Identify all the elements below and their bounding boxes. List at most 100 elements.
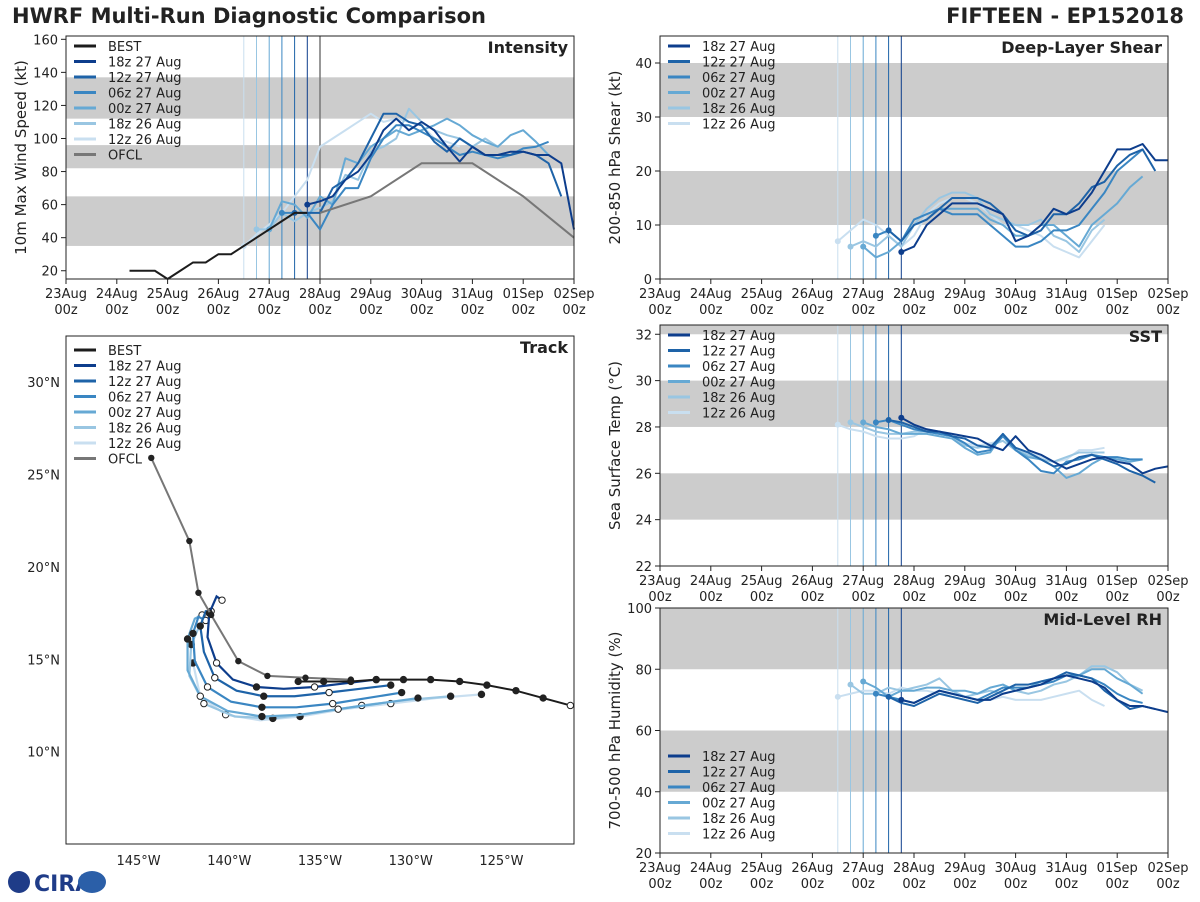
lat-tick-label: 10°N (27, 746, 60, 761)
y-tick-label: 80 (635, 663, 652, 678)
best-track-point (319, 677, 328, 686)
x-tick-label: 00z (750, 877, 774, 892)
series-start-point (885, 227, 892, 234)
intensity-chart: 2040608010012014016023Aug00z24Aug00z25Au… (12, 33, 595, 318)
x-tick-label: 01Sep (1097, 574, 1138, 589)
x-tick-label: 00z (461, 303, 485, 318)
y-tick-label: 140 (33, 66, 58, 81)
track-line-06z-27-aug (191, 615, 402, 709)
logo-emblem-icon (78, 871, 106, 893)
legend-label: 18z 27 Aug (108, 56, 182, 71)
legend-label: OFCL (108, 453, 143, 468)
y-axis-label: Sea Surface Temp (°C) (606, 361, 624, 530)
y-tick-label: 40 (41, 232, 58, 247)
x-tick-label: 00z (1156, 303, 1180, 318)
legend-label: 00z 27 Aug (702, 87, 776, 102)
series-line-18z-27-aug (307, 117, 575, 230)
legend-label: 18z 26 Aug (702, 102, 776, 117)
y-tick-label: 26 (635, 467, 652, 482)
track-point (310, 683, 319, 691)
x-tick-label: 00z (801, 303, 825, 318)
x-tick-label: 27Aug (248, 287, 290, 302)
series-start-point (304, 201, 311, 208)
legend-label: 00z 27 Aug (702, 797, 776, 812)
shear-chart: 01020304023Aug00z24Aug00z25Aug00z26Aug00… (606, 35, 1189, 318)
map-frame (65, 335, 575, 845)
x-tick-label: 00z (54, 303, 78, 318)
series-start-point (860, 419, 867, 426)
series-start-point (847, 419, 854, 426)
series-start-point (898, 696, 905, 703)
best-track-point (483, 681, 491, 689)
shaded-band (660, 380, 1168, 427)
x-tick-label: 31Aug (451, 287, 493, 302)
track-point (397, 688, 406, 697)
x-tick-label: 01Sep (1097, 861, 1138, 876)
x-tick-label: 00z (1055, 590, 1079, 605)
y-tick-label: 60 (41, 199, 58, 214)
x-tick-label: 30Aug (401, 287, 443, 302)
x-tick-label: 00z (902, 877, 926, 892)
x-tick-label: 00z (852, 303, 876, 318)
x-tick-label: 00z (1156, 877, 1180, 892)
best-track-point (399, 675, 408, 684)
shaded-band (660, 730, 1168, 792)
legend-label: 18z 27 Aug (702, 750, 776, 765)
y-tick-label: 0 (644, 273, 652, 288)
track-point (387, 681, 395, 689)
series-line-12z-27-aug (888, 419, 1156, 484)
x-tick-label: 00z (1106, 877, 1130, 892)
best-track-point (347, 677, 355, 686)
series-start-point (898, 414, 905, 421)
x-tick-label: 25Aug (741, 574, 783, 589)
legend-label: 06z 27 Aug (108, 391, 182, 406)
rh-chart: 2040608010023Aug00z24Aug00z25Aug00z26Aug… (606, 602, 1189, 892)
legend-label: 12z 26 Aug (702, 828, 776, 843)
legend-label: 18z 27 Aug (108, 360, 182, 375)
legend-label: 00z 27 Aug (108, 406, 182, 421)
x-tick-label: 00z (648, 877, 672, 892)
x-tick-label: 28Aug (893, 861, 935, 876)
legend-label: 12z 27 Aug (702, 345, 776, 360)
y-tick-label: 60 (635, 725, 652, 740)
series-start-point (860, 243, 867, 250)
y-tick-label: 80 (41, 166, 58, 181)
ofcl-track-point (207, 611, 215, 619)
lat-tick-label: 30°N (27, 376, 60, 391)
x-tick-label: 29Aug (944, 287, 986, 302)
shaded-band (660, 325, 1168, 335)
x-tick-label: 00z (410, 303, 434, 318)
legend-label: 06z 27 Aug (702, 71, 776, 86)
x-tick-label: 00z (1055, 877, 1079, 892)
x-tick-label: 00z (156, 303, 180, 318)
series-start-point (885, 693, 892, 700)
series-start-point (847, 243, 854, 250)
ofcl-track-point (186, 537, 193, 545)
panel-title: Deep-Layer Shear (1001, 38, 1162, 57)
y-axis-label: 200-850 hPa Shear (kt) (606, 71, 624, 245)
lon-tick-label: 140°W (207, 854, 251, 869)
legend-label: 18z 26 Aug (702, 812, 776, 827)
ofcl-track-point (148, 454, 155, 462)
x-tick-label: 02Sep (1147, 861, 1188, 876)
x-tick-label: 00z (207, 303, 231, 318)
x-tick-label: 23Aug (639, 861, 681, 876)
y-tick-label: 40 (635, 57, 652, 72)
track-point (196, 692, 204, 700)
track-point (218, 596, 226, 604)
x-tick-label: 01Sep (1097, 287, 1138, 302)
x-tick-label: 25Aug (741, 287, 783, 302)
y-axis-label: 10m Max Wind Speed (kt) (12, 60, 30, 255)
series-line-18z-27-aug (901, 674, 1169, 714)
x-tick-label: 00z (902, 303, 926, 318)
sst-chart: 22242628303223Aug00z24Aug00z25Aug00z26Au… (606, 324, 1189, 605)
legend-label: 12z 27 Aug (108, 71, 182, 86)
lat-tick-label: 20°N (27, 561, 60, 576)
legend-label: 06z 27 Aug (702, 781, 776, 796)
x-tick-label: 00z (308, 303, 332, 318)
series-line-12z-26-aug (837, 686, 1105, 707)
x-tick-label: 00z (1004, 303, 1028, 318)
series-start-point (898, 249, 905, 255)
page-title: HWRF Multi-Run Diagnostic Comparison (12, 4, 487, 28)
y-tick-label: 10 (635, 219, 652, 234)
